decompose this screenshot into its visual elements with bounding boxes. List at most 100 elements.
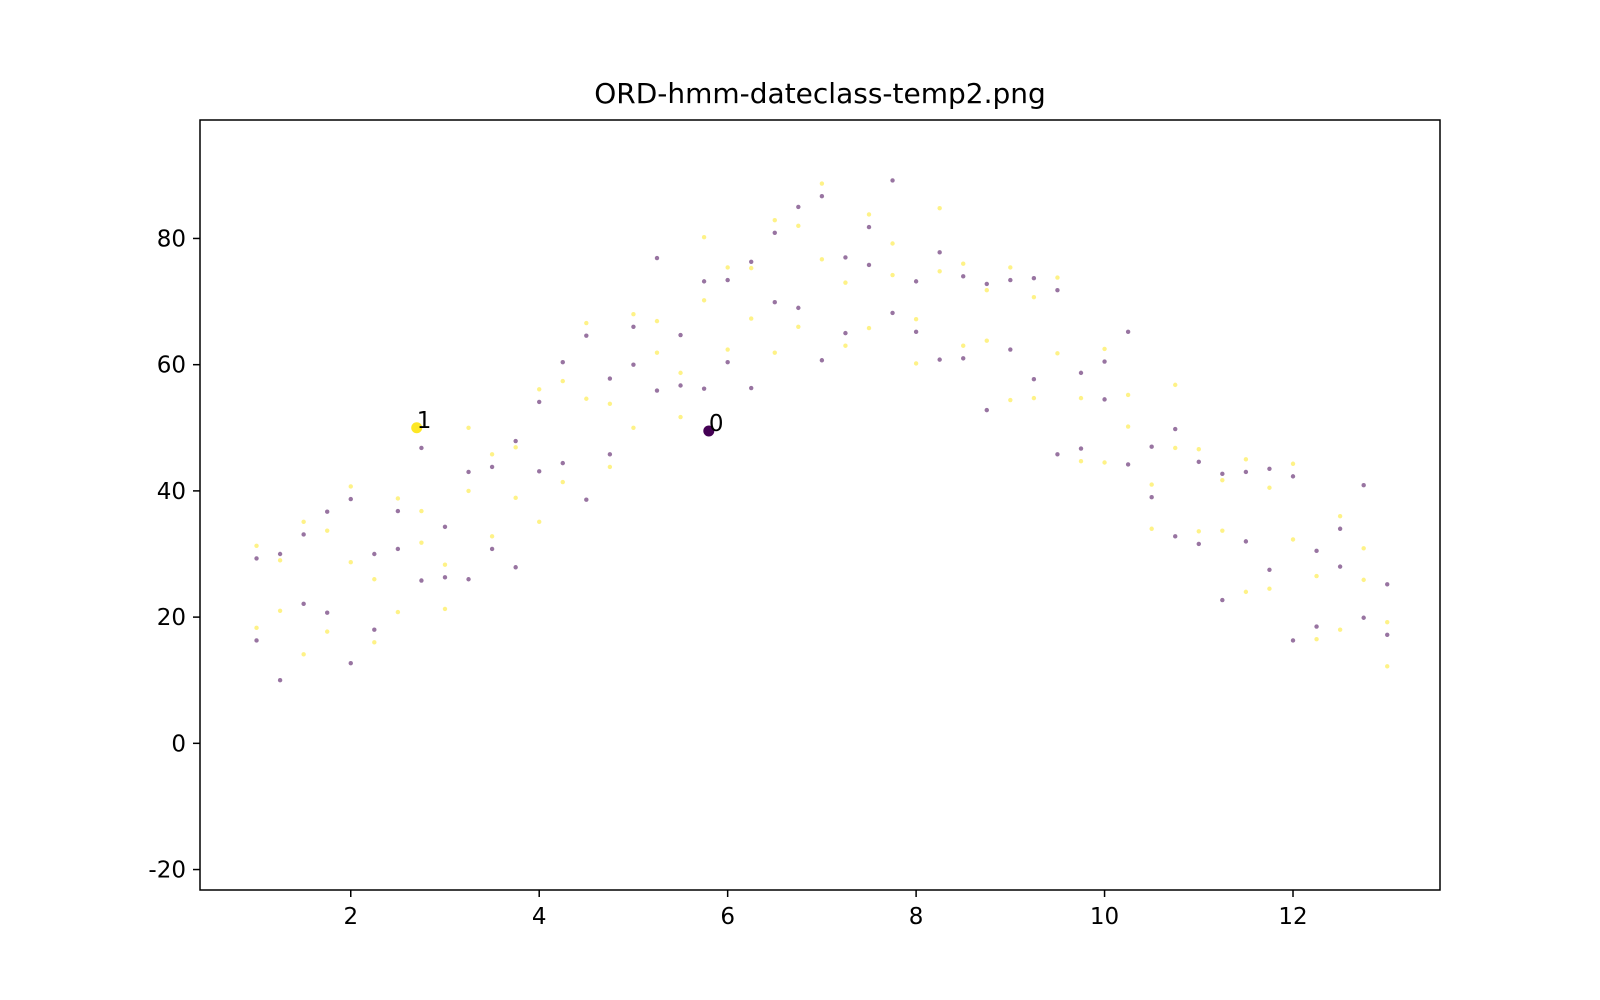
scatter-point bbox=[654, 388, 660, 393]
scatter-point bbox=[1290, 461, 1296, 466]
scatter-point bbox=[584, 320, 589, 326]
scatter-point bbox=[1078, 395, 1084, 401]
scatter-point bbox=[1173, 534, 1178, 539]
scatter-point bbox=[372, 627, 377, 632]
scatter-point bbox=[348, 660, 353, 666]
scatter-point bbox=[1243, 457, 1249, 462]
annotation: 1 bbox=[417, 408, 432, 434]
scatter-point bbox=[1078, 459, 1084, 464]
scatter-point bbox=[1243, 469, 1249, 475]
scatter-point bbox=[1361, 483, 1366, 488]
scatter-point bbox=[1314, 573, 1319, 579]
scatter-point bbox=[254, 638, 259, 643]
scatter-point bbox=[560, 479, 565, 485]
scatter-point bbox=[1267, 485, 1272, 490]
scatter-point bbox=[1337, 564, 1343, 569]
scatter-point bbox=[913, 361, 919, 366]
scatter-point bbox=[961, 261, 966, 266]
scatter-point bbox=[537, 387, 542, 392]
scatter-point bbox=[1290, 537, 1296, 542]
scatter-point bbox=[1243, 539, 1249, 544]
scatter-point bbox=[325, 528, 330, 533]
scatter-point bbox=[937, 269, 942, 274]
scatter-point bbox=[1314, 637, 1319, 642]
scatter-point bbox=[1267, 567, 1272, 572]
scatter-point bbox=[1055, 275, 1060, 280]
centroid bbox=[703, 425, 715, 437]
scatter-point bbox=[1125, 329, 1131, 335]
scatter-point bbox=[442, 575, 448, 580]
scatter-point bbox=[961, 274, 966, 279]
scatter-point bbox=[1125, 462, 1131, 467]
scatter-point bbox=[1173, 445, 1178, 451]
scatter-point bbox=[725, 265, 730, 270]
scatter-point bbox=[584, 333, 589, 338]
scatter-point bbox=[1220, 528, 1225, 533]
scatter-point bbox=[466, 425, 471, 430]
annotation: 0 bbox=[709, 411, 724, 437]
scatter-point bbox=[1125, 392, 1131, 398]
scatter-point bbox=[277, 678, 283, 683]
scatter-point bbox=[1385, 619, 1390, 625]
scatter-point bbox=[1031, 376, 1037, 382]
scatter-point bbox=[1055, 351, 1060, 356]
scatter-point bbox=[1196, 541, 1201, 547]
scatter-point bbox=[1196, 529, 1201, 534]
scatter-point bbox=[348, 560, 353, 565]
scatter-point bbox=[937, 250, 942, 255]
scatter-point bbox=[1149, 444, 1154, 449]
scatter-point bbox=[372, 577, 377, 582]
scatter-point bbox=[489, 452, 495, 457]
x-tick-label: 8 bbox=[909, 904, 924, 930]
scatter-point bbox=[749, 265, 754, 271]
scatter-point bbox=[1385, 582, 1390, 587]
scatter-point bbox=[772, 299, 777, 305]
scatter-point bbox=[1008, 265, 1013, 270]
scatter-point bbox=[701, 279, 707, 284]
scatter-point bbox=[1125, 424, 1131, 429]
scatter-point bbox=[725, 347, 730, 352]
scatter-point bbox=[772, 217, 777, 223]
scatter-point bbox=[584, 396, 589, 401]
scatter-point bbox=[1031, 395, 1037, 401]
scatter-point bbox=[1220, 477, 1225, 483]
scatter-point bbox=[749, 385, 754, 391]
scatter-point bbox=[1290, 638, 1296, 643]
scatter-point bbox=[419, 578, 424, 583]
scatter-point bbox=[984, 407, 989, 413]
scatter-point bbox=[749, 316, 754, 321]
scatter-point bbox=[395, 508, 401, 514]
scatter-point bbox=[537, 469, 542, 474]
scatter-point bbox=[701, 234, 707, 240]
scatter-point bbox=[843, 255, 848, 260]
scatter-point bbox=[466, 577, 471, 582]
scatter-point bbox=[725, 277, 730, 283]
scatter-point bbox=[607, 401, 613, 407]
scatter-point bbox=[678, 383, 683, 388]
scatter-point bbox=[1102, 346, 1107, 352]
scatter-point bbox=[631, 425, 636, 430]
scatter-point bbox=[442, 606, 448, 612]
scatter-point bbox=[819, 181, 825, 186]
scatter-point bbox=[866, 224, 872, 230]
scatter-point bbox=[254, 625, 259, 631]
scatter-point bbox=[1078, 370, 1084, 376]
y-tick-label: 0 bbox=[171, 731, 186, 757]
scatter-point bbox=[489, 546, 495, 552]
scatter-point bbox=[890, 241, 895, 246]
scatter-point bbox=[1220, 471, 1225, 477]
scatter-point bbox=[1314, 548, 1319, 554]
scatter-point bbox=[678, 414, 683, 420]
scatter-point bbox=[513, 445, 518, 450]
scatter-point bbox=[631, 311, 636, 317]
scatter-point bbox=[442, 524, 448, 530]
scatter-point bbox=[796, 305, 801, 311]
scatter-point bbox=[843, 343, 848, 348]
scatter-point bbox=[796, 223, 801, 229]
scatter-point bbox=[866, 262, 872, 268]
scatter-point bbox=[1385, 632, 1390, 637]
scatter-point bbox=[466, 469, 471, 475]
scatter-point bbox=[277, 551, 283, 557]
scatter-point bbox=[961, 343, 966, 348]
